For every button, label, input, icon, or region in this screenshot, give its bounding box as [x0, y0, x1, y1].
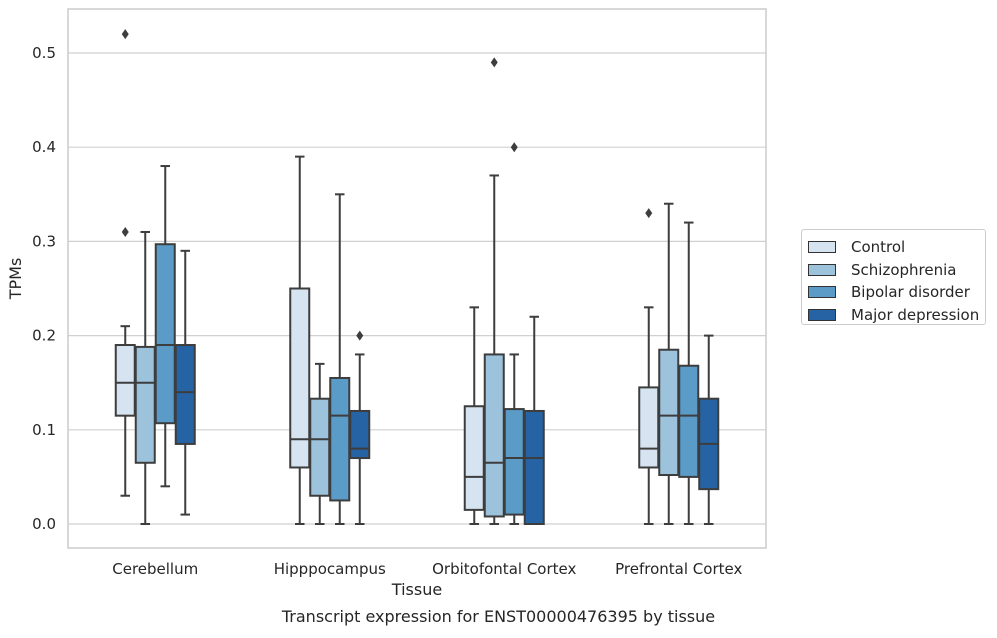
box-schizophrenia [483, 57, 505, 525]
box-major-depression [698, 334, 720, 525]
box-control [463, 306, 485, 525]
y-tick-label: 0.2 [32, 327, 56, 345]
y-axis-label: TPMs [6, 258, 25, 301]
box-groups: Cerebellum Hipppocampus Orbitofontal Corte… [112, 29, 742, 578]
box-body [329, 376, 351, 502]
outlier-point [510, 142, 518, 153]
y-tick-label: 0.3 [32, 232, 56, 250]
box-schizophrenia [309, 362, 331, 525]
box-body [134, 345, 156, 464]
legend-item-major-depression: Major depression [808, 304, 985, 327]
box-body [463, 405, 485, 511]
box-body [503, 408, 525, 516]
legend-label: Bipolar disorder [851, 283, 970, 302]
box-body [678, 364, 700, 478]
box-body [289, 287, 311, 469]
outlier-point [121, 29, 129, 40]
plot-frame [67, 8, 767, 549]
y-tick-label: 0.1 [32, 421, 56, 439]
category-group-0: Cerebellum [112, 29, 198, 578]
legend-item-bipolar-disorder: Bipolar disorder [808, 281, 985, 304]
box-bipolar-disorder [154, 165, 176, 488]
box-control [289, 155, 311, 525]
outlier-point [490, 57, 498, 68]
box-body [309, 397, 331, 497]
y-tick-label: 0.0 [32, 515, 56, 533]
box-major-depression [174, 249, 196, 516]
legend-label: Schizophrenia [851, 260, 957, 279]
legend-swatch [808, 286, 836, 299]
box-major-depression [349, 330, 371, 525]
box-bipolar-disorder [503, 142, 525, 525]
box-schizophrenia [134, 230, 156, 525]
legend-label: Control [851, 238, 906, 257]
category-group-1: Hipppocampus [274, 155, 386, 578]
chart-legend: Control Schizophrenia Bipolar disorder Majo… [801, 229, 986, 325]
x-tick-label: Cerebellum [112, 560, 198, 578]
category-group-2: Orbitofontal Cortex [432, 57, 576, 578]
legend-label: Major depression [851, 305, 980, 324]
x-tick-label: Hipppocampus [274, 560, 386, 578]
box-body [114, 344, 136, 417]
box-control [638, 208, 660, 525]
x-tick-label: Prefrontal Cortex [615, 560, 742, 578]
chart-caption: Transcript expression for ENST0000047639… [281, 607, 716, 626]
box-body [174, 344, 196, 445]
outlier-point [121, 226, 129, 237]
box-body [638, 386, 660, 469]
box-major-depression [523, 315, 545, 525]
y-tick-label: 0.5 [32, 44, 56, 62]
x-axis-label: Tissue [391, 580, 442, 599]
box-schizophrenia [658, 202, 680, 525]
legend-swatch [808, 241, 836, 254]
box-bipolar-disorder [678, 221, 700, 525]
box-bipolar-disorder [329, 193, 351, 525]
outlier-point [645, 208, 653, 219]
box-body [154, 243, 176, 425]
legend-item-control: Control [808, 236, 985, 259]
box-body [658, 348, 680, 477]
box-body [523, 409, 545, 525]
box-body [349, 409, 371, 460]
legend-swatch [808, 263, 836, 276]
legend-item-schizophrenia: Schizophrenia [808, 259, 985, 282]
category-group-3: Prefrontal Cortex [615, 202, 742, 578]
outlier-point [356, 330, 364, 341]
x-tick-label: Orbitofontal Cortex [432, 560, 576, 578]
legend-swatch [808, 308, 836, 321]
box-control [114, 29, 136, 497]
y-tick-label: 0.4 [32, 138, 56, 156]
box-body [483, 353, 505, 518]
